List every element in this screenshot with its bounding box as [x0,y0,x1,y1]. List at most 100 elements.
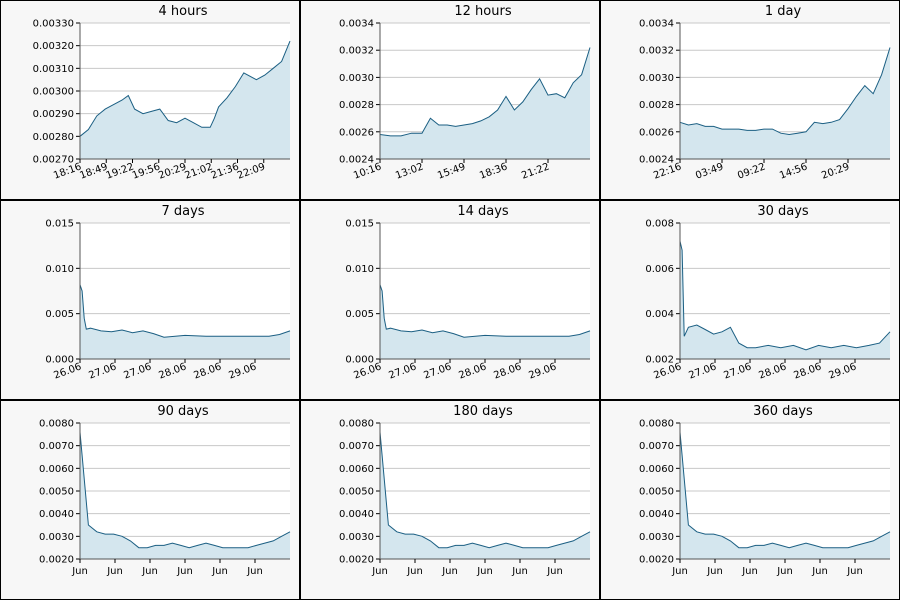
x-tick-label: Jun [706,566,723,577]
x-tick-label: 21:22 [520,161,551,181]
series-line [679,432,891,549]
chart-panel: 90 days 0.0080 0.0070 0.0060 0.0050 0.0040 0.0… [0,400,300,600]
series-line [79,40,291,137]
chart-panel: 30 days 0.008 0.006 0.004 0.002 26.06 27.06 27.… [600,200,900,400]
y-tick-label: 0.00320 [33,41,74,52]
y-tick-label: 0.015 [45,219,74,230]
x-tick-label: Jun [776,566,793,577]
y-tick-label: 0.0050 [639,487,674,498]
chart-title: 180 days [453,404,513,419]
y-tick-label: 0.00300 [33,87,74,98]
y-tick-label: 0.00330 [33,19,74,30]
chart-title: 360 days [753,404,813,419]
series-area [380,47,590,159]
chart-svg: 12 hours 0.0034 0.0032 0.0030 0.0028 0.0026 0.… [339,4,591,182]
x-tick-label: 03:49 [694,161,725,181]
x-tick-label: 20:29 [820,161,851,181]
x-tick-label: 09:22 [736,161,767,181]
x-tick-label: Jun [441,566,458,577]
y-tick-label: 0.0080 [39,419,74,430]
y-tick-label: 0.0080 [639,419,674,430]
chart-svg: 360 days 0.0080 0.0070 0.0060 0.0050 0.0040 0.… [639,404,891,577]
chart-svg: 90 days 0.0080 0.0070 0.0060 0.0050 0.0040 0.0… [39,404,291,577]
x-tick-label: 27.06 [87,361,118,381]
y-tick-label: 0.0030 [39,532,74,543]
y-tick-label: 0.000 [345,355,374,366]
y-tick-label: 0.0050 [339,487,374,498]
x-tick-label: 14:56 [778,161,809,181]
chart-panel: 14 days 0.015 0.010 0.005 0.000 26.06 27.06 27.… [300,200,600,400]
x-tick-label: Jun [211,566,228,577]
chart-panel: 360 days 0.0080 0.0070 0.0060 0.0050 0.0040 0.… [600,400,900,600]
y-tick-label: 0.005 [45,309,74,320]
y-tick-label: 0.015 [345,219,374,230]
x-tick-label: Jun [176,566,193,577]
y-tick-label: 0.0030 [639,532,674,543]
y-tick-label: 0.0024 [639,155,674,166]
y-tick-label: 0.0030 [639,73,674,84]
series-area [680,47,890,159]
x-tick-label: 29.06 [827,361,858,381]
y-tick-label: 0.0060 [639,464,674,475]
y-tick-label: 0.0028 [339,100,374,111]
y-tick-label: 0.0060 [39,464,74,475]
y-tick-label: 0.0070 [339,441,374,452]
y-tick-label: 0.0026 [639,127,674,138]
series-line [379,47,591,137]
series-area [380,432,590,559]
chart-title: 4 hours [159,4,208,19]
x-tick-label: 29.06 [227,361,258,381]
y-tick-label: 0.008 [645,219,674,230]
x-tick-label: Jun [671,566,688,577]
series-line [679,240,891,351]
y-tick-label: 0.0020 [339,555,374,566]
y-tick-label: 0.006 [645,264,674,275]
series-line [379,284,591,338]
chart-panel: 4 hours 0.00330 0.00320 0.00310 0.00300 0.002… [0,0,300,200]
chart-svg: 1 day 0.0034 0.0032 0.0030 0.0028 0.0026 0.002… [639,4,891,182]
y-tick-label: 0.00280 [33,132,74,143]
x-tick-label: Jun [371,566,388,577]
x-tick-label: Jun [406,566,423,577]
chart-title: 30 days [757,204,809,219]
y-tick-label: 0.005 [345,309,374,320]
x-tick-label: 15:49 [436,161,467,181]
y-tick-label: 0.0070 [639,441,674,452]
y-tick-label: 0.0026 [339,127,374,138]
x-tick-label: Jun [741,566,758,577]
chart-svg: 180 days 0.0080 0.0070 0.0060 0.0050 0.0040 0.… [339,404,591,577]
y-tick-label: 0.0032 [639,46,674,57]
x-tick-label: 27.06 [387,361,418,381]
chart-title: 12 hours [454,4,511,19]
series-line [379,432,591,549]
y-tick-label: 0.0070 [39,441,74,452]
x-tick-label: Jun [71,566,88,577]
series-area [80,284,290,359]
x-tick-label: 27.06 [422,361,453,381]
y-tick-label: 0.0080 [339,419,374,430]
x-tick-label: 28.06 [492,361,523,381]
series-area [680,241,890,359]
x-tick-label: 29.06 [527,361,558,381]
series-line [79,432,291,549]
x-tick-label: 28.06 [457,361,488,381]
x-tick-label: 27.06 [722,361,753,381]
y-tick-label: 0.00290 [33,109,74,120]
chart-title: 90 days [157,404,209,419]
y-tick-label: 0.0030 [339,532,374,543]
series-line [679,47,891,136]
x-tick-label: Jun [546,566,563,577]
chart-panel: 12 hours 0.0034 0.0032 0.0030 0.0028 0.0026 0.… [300,0,600,200]
x-tick-label: 28.06 [792,361,823,381]
series-line [79,284,291,338]
chart-svg: 4 hours 0.00330 0.00320 0.00310 0.00300 0.002… [33,4,291,182]
y-tick-label: 0.0028 [639,100,674,111]
y-tick-label: 0.0034 [639,19,674,30]
series-area [80,41,290,159]
x-tick-label: 18:36 [478,161,509,181]
x-tick-label: 28.06 [757,361,788,381]
x-tick-label: 22:09 [236,161,267,181]
